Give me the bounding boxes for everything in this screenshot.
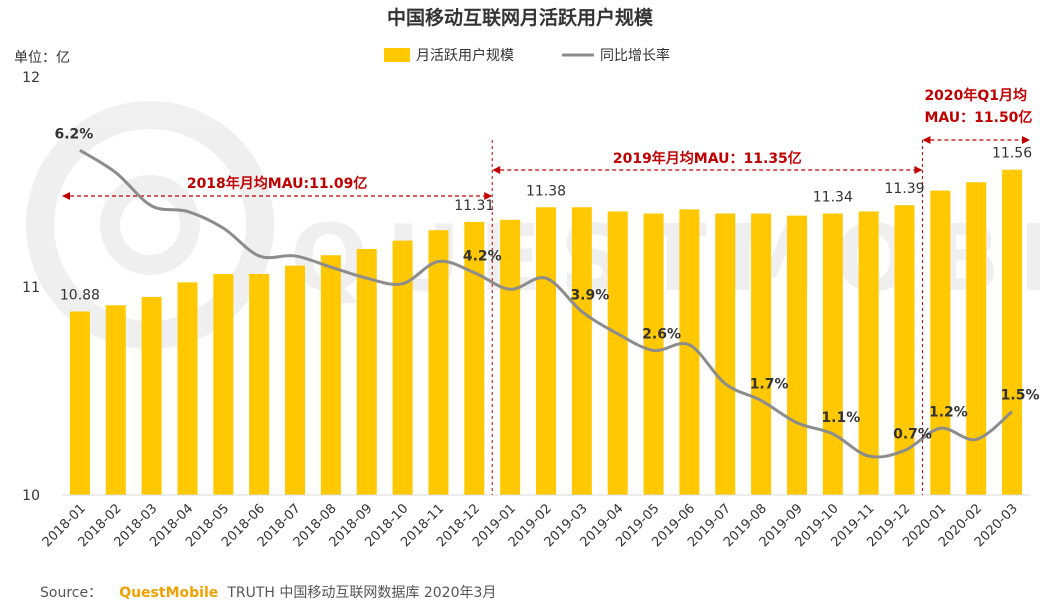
bar-value-label: 11.39 xyxy=(884,181,924,197)
bar xyxy=(213,273,234,495)
bar xyxy=(679,209,700,496)
source-prefix: Source： xyxy=(40,585,102,601)
bar xyxy=(607,211,628,495)
bar xyxy=(751,213,772,495)
annotation-2019: 2019年月均MAU：11.35亿 xyxy=(613,150,802,167)
bar-value-label: 11.31 xyxy=(454,198,494,214)
bar xyxy=(536,207,556,495)
legend-line-label: 同比增长率 xyxy=(600,47,670,64)
bar xyxy=(69,311,90,495)
bar xyxy=(141,296,162,495)
bar xyxy=(105,305,126,495)
bar xyxy=(177,282,198,495)
growth-rate-label: 4.2% xyxy=(463,249,502,265)
x-labels: 2018-012018-022018-032018-042018-052018-… xyxy=(40,501,1021,550)
annotation-2020-line1: 2020年Q1月均 xyxy=(924,87,1027,104)
bar xyxy=(571,207,592,495)
bar xyxy=(786,215,807,496)
value-labels: 10.88 11.31 11.38 11.34 11.39 11.56 xyxy=(60,146,1032,304)
source-text: TRUTH 中国移动互联网数据库 2020年3月 xyxy=(226,585,496,601)
annotations: 2018年月均MAU:11.09亿 2019年月均MAU：11.35亿 2020年Q… xyxy=(62,87,1032,200)
bar xyxy=(715,213,736,495)
y-tick-label: 10 xyxy=(22,488,40,504)
y-tick-label: 12 xyxy=(22,70,40,86)
bar xyxy=(894,205,915,495)
annotation-2020-line2: MAU：11.50亿 xyxy=(924,109,1032,126)
growth-rate-label: 3.9% xyxy=(570,288,609,304)
bar-value-label: 11.38 xyxy=(526,183,566,199)
bar xyxy=(643,213,664,495)
arrowhead-right xyxy=(484,192,493,200)
bar xyxy=(966,182,987,495)
growth-rate-label: 1.5% xyxy=(1001,388,1040,404)
bar xyxy=(858,211,879,495)
legend-bar-swatch xyxy=(384,48,410,62)
bar xyxy=(1002,169,1023,496)
growth-rate-label: 1.1% xyxy=(821,410,860,426)
legend-bar-label: 月活跃用户规模 xyxy=(416,47,514,64)
source-brand: QuestMobile xyxy=(119,585,218,601)
bar xyxy=(428,230,449,495)
source-line: Source： QuestMobile TRUTH 中国移动互联网数据库 202… xyxy=(40,582,496,601)
growth-rate-label: 1.7% xyxy=(750,376,789,392)
growth-rate-line xyxy=(79,149,1014,459)
bar xyxy=(822,213,843,495)
bar-value-label: 10.88 xyxy=(60,288,100,304)
legend: 月活跃用户规模 同比增长率 xyxy=(384,47,670,64)
arrowhead-left xyxy=(492,166,501,174)
bar xyxy=(249,273,270,495)
growth-rate-label: 2.6% xyxy=(642,326,681,342)
bar xyxy=(320,255,341,495)
watermark-text: QUESTMOBILE xyxy=(290,205,1040,312)
chart-title: 中国移动互联网月活跃用户规模 xyxy=(387,6,654,29)
growth-rate-label: 0.7% xyxy=(893,427,932,443)
unit-label: 单位：亿 xyxy=(14,50,70,66)
bar xyxy=(285,265,306,495)
bar xyxy=(392,240,413,495)
pct-labels: 6.2% 4.2% 3.9% 2.6% 1.7% 1.1% 0.7% 1.2% 1.5% xyxy=(55,126,1040,442)
growth-rate-label: 1.2% xyxy=(929,404,968,420)
growth-rate-label: 6.2% xyxy=(55,126,94,142)
arrowhead-right xyxy=(914,166,923,174)
y-tick-label: 11 xyxy=(22,280,40,296)
bar xyxy=(500,219,521,495)
bar xyxy=(930,190,951,495)
bar-value-label: 11.34 xyxy=(813,190,853,206)
arrowhead-right xyxy=(1022,136,1030,144)
dividers xyxy=(491,140,923,495)
bar xyxy=(464,221,485,496)
bar xyxy=(356,248,377,495)
arrowhead-left xyxy=(922,136,931,144)
annotation-2018: 2018年月均MAU:11.09亿 xyxy=(187,175,368,192)
arrowhead-left xyxy=(62,192,70,200)
bars xyxy=(69,169,1023,496)
bar-value-label: 11.56 xyxy=(992,146,1032,162)
